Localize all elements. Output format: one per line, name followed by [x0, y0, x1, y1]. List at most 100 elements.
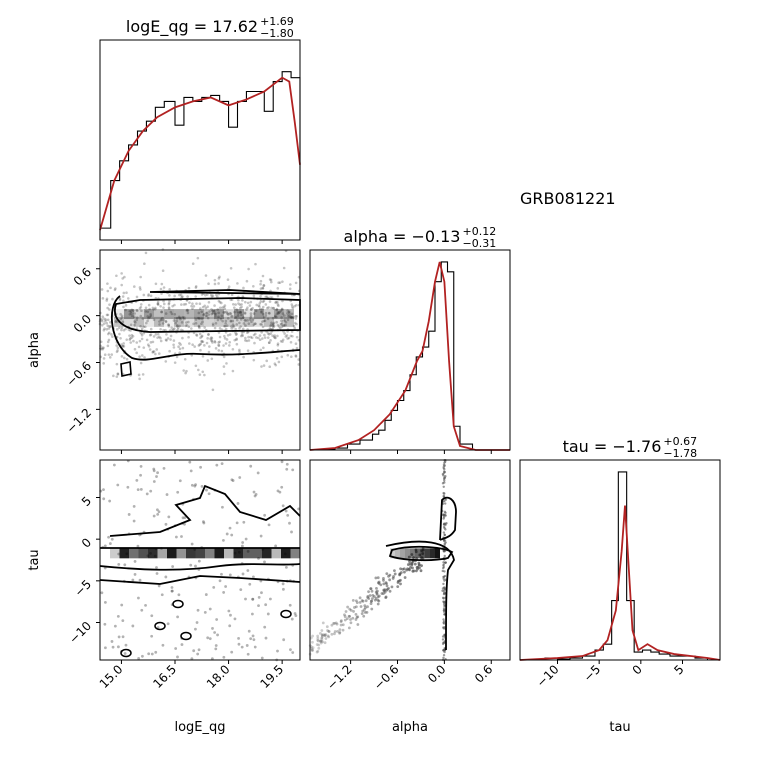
scatter-point-tau-alpha — [343, 613, 346, 617]
scatter-point-alpha-logE — [169, 338, 172, 341]
scatter-point-tau-alpha — [390, 585, 394, 589]
scatter-point-alpha-logE — [216, 318, 220, 322]
scatter-point-alpha-logE — [130, 336, 133, 339]
scatter-point-tau-logE — [251, 634, 255, 638]
scatter-point-tau-logE — [237, 636, 240, 640]
scatter-point-alpha-logE — [267, 341, 271, 345]
scatter-point-tau-alpha — [384, 596, 388, 600]
scatter-point-alpha-logE — [103, 353, 107, 357]
scatter-point-alpha-logE — [297, 358, 301, 361]
scatter-point-tau-logE — [289, 648, 292, 652]
scatter-point-tau-logE — [276, 489, 280, 493]
scatter-point-tau-alpha — [363, 606, 367, 610]
scatter-point-alpha-logE — [132, 315, 136, 318]
scatter-point-tau-alpha — [373, 598, 377, 602]
scatter-point-tau-alpha — [399, 567, 402, 571]
scatter-point-alpha-logE — [183, 357, 187, 361]
scatter-point-alpha-logE — [161, 322, 165, 325]
scatter-point-alpha-logE — [260, 331, 263, 334]
scatter-point-alpha-logE — [267, 332, 271, 336]
scatter-point-alpha-logE — [156, 303, 160, 306]
scatter-point-tau-alpha — [319, 640, 322, 643]
scatter-point-tau-alpha — [339, 620, 343, 624]
scatter-point-tau-logE — [263, 560, 266, 564]
scatter-point-alpha-logE — [140, 309, 143, 313]
scatter-point-alpha-logE — [101, 346, 104, 349]
scatter-point-alpha-logE — [194, 286, 198, 289]
scatter-point-tau-alpha — [396, 585, 400, 589]
density-cell-tau-alpha — [425, 548, 430, 559]
scatter-point-tau-logE — [280, 485, 284, 489]
scatter-point-alpha-logE — [244, 336, 247, 340]
scatter-point-alpha-logE — [262, 284, 266, 287]
scatter-point-alpha-logE — [240, 303, 243, 306]
ytick-label-tau: 5 — [79, 494, 94, 509]
scatter-point-alpha-logE — [228, 344, 231, 347]
density-cell-alpha-logE — [144, 316, 154, 327]
scatter-point-alpha-logE — [259, 282, 262, 286]
scatter-point-tau-alpha-column — [442, 565, 445, 569]
scatter-point-alpha-logE — [272, 306, 275, 310]
scatter-point-alpha-logE — [274, 300, 278, 304]
scatter-point-alpha-logE — [264, 311, 268, 315]
scatter-point-tau-logE — [123, 563, 127, 567]
scatter-point-alpha-logE — [214, 347, 218, 350]
scatter-point-alpha-logE — [278, 281, 282, 284]
scatter-point-alpha-logE — [262, 284, 266, 287]
scatter-point-alpha-logE — [293, 326, 296, 330]
scatter-point-tau-alpha — [413, 562, 417, 566]
scatter-point-alpha-logE — [151, 340, 155, 344]
scatter-point-alpha-logE — [262, 315, 266, 319]
scatter-point-tau-alpha — [327, 629, 331, 633]
scatter-point-tau-logE — [104, 646, 107, 650]
scatter-point-alpha-logE — [139, 361, 143, 365]
scatter-point-alpha-logE — [280, 316, 283, 319]
scatter-point-tau-alpha-column — [442, 575, 446, 578]
scatter-point-alpha-logE — [115, 375, 119, 378]
scatter-point-alpha-logE — [174, 321, 177, 325]
scatter-point-alpha-logE — [261, 287, 265, 290]
scatter-point-alpha-logE — [224, 342, 228, 345]
scatter-point-tau-logE — [252, 638, 256, 642]
scatter-point-alpha-logE — [205, 311, 208, 315]
scatter-point-tau-logE — [157, 510, 161, 514]
scatter-point-tau-logE — [161, 643, 165, 647]
scatter-point-alpha-logE — [124, 327, 127, 331]
scatter-point-alpha-logE — [122, 342, 125, 345]
scatter-point-tau-alpha-column — [443, 481, 446, 484]
scatter-point-alpha-logE — [293, 304, 296, 308]
scatter-point-alpha-logE — [210, 336, 213, 339]
scatter-point-alpha-logE — [168, 349, 171, 353]
ytick-label-alpha: −1.2 — [64, 406, 95, 437]
scatter-point-alpha-logE — [106, 313, 110, 317]
scatter-point-alpha-logE — [128, 338, 132, 341]
scatter-point-alpha-logE — [186, 295, 189, 298]
scatter-point-alpha-logE — [238, 326, 241, 330]
scatter-point-alpha-logE — [205, 311, 209, 315]
scatter-point-tau-logE — [288, 603, 292, 607]
scatter-point-alpha-logE — [262, 319, 266, 323]
scatter-point-tau-logE — [180, 535, 183, 538]
scatter-point-alpha-logE — [284, 320, 288, 324]
scatter-point-tau-logE — [257, 595, 261, 599]
scatter-point-alpha-logE — [228, 340, 232, 344]
scatter-point-alpha-logE — [122, 328, 126, 332]
scatter-point-alpha-logE — [121, 344, 124, 348]
scatter-point-alpha-logE — [140, 333, 144, 337]
kde-curve-tau — [519, 505, 721, 661]
scatter-point-alpha-logE — [273, 336, 277, 339]
scatter-point-tau-alpha-column — [443, 522, 446, 525]
scatter-point-alpha-logE — [172, 328, 175, 331]
scatter-point-tau-alpha — [355, 601, 359, 605]
scatter-point-alpha-logE — [223, 304, 227, 307]
scatter-point-tau-logE — [282, 638, 286, 642]
scatter-point-alpha-logE — [111, 335, 114, 338]
scatter-point-alpha-logE — [159, 318, 163, 321]
scatter-point-alpha-logE — [276, 303, 280, 306]
scatter-point-alpha-logE — [234, 327, 237, 331]
scatter-point-alpha-logE — [211, 309, 215, 312]
scatter-point-alpha-logE — [106, 306, 109, 310]
scatter-point-alpha-logE — [201, 340, 205, 343]
scatter-point-alpha-logE — [190, 304, 193, 308]
scatter-point-tau-alpha — [382, 592, 385, 595]
